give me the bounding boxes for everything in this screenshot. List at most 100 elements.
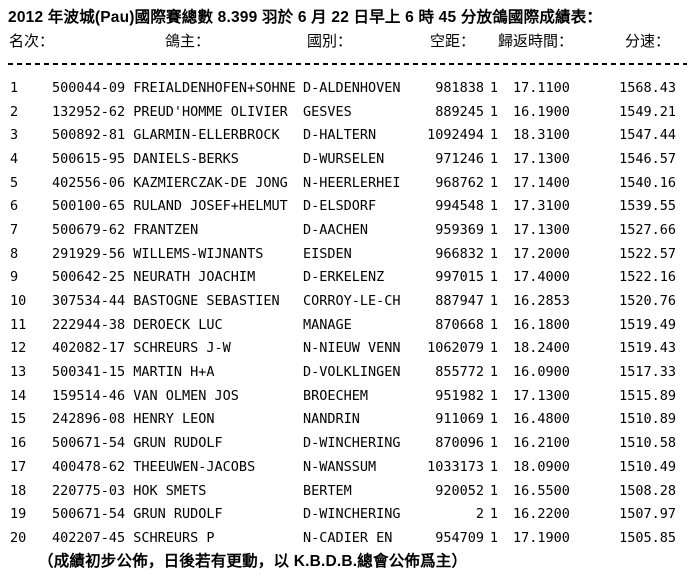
speed-cell: 1540.16	[619, 174, 676, 191]
country-cell: BERTEM	[303, 482, 352, 499]
owner-cell: 402556-06 KAZMIERCZAK-DE JONG	[52, 174, 288, 191]
rank-cell: 13	[10, 364, 27, 381]
distance-cell: 951982	[435, 387, 484, 404]
table-row: 8 291929-56 WILLEMS-WIJNANTS EISDEN 9668…	[0, 242, 691, 266]
speed-cell: 1522.57	[619, 245, 676, 262]
rank-cell: 4	[10, 150, 19, 167]
table-row: 16 500671-54 GRUN RUDOLF D-WINCHERING 87…	[0, 431, 691, 455]
rank-cell: 7	[10, 221, 19, 238]
owner-cell: 400478-62 THEEUWEN-JACOBS	[52, 458, 256, 475]
country-cell: D-WINCHERING	[303, 506, 401, 523]
speed-cell: 1515.89	[619, 387, 676, 404]
page-title: 2012 年波城(Pau)國際賽總數 8.399 羽於 6 月 22 日早上 6…	[8, 9, 603, 26]
country-cell: N-HEERLERHEI	[303, 174, 401, 191]
speed-cell: 1568.43	[619, 79, 676, 96]
distance-cell: 971246	[435, 150, 484, 167]
column-header-rank: 名次：	[9, 33, 55, 50]
count-cell: 1	[489, 435, 498, 452]
country-cell: D-ALDENHOVEN	[303, 79, 401, 96]
country-cell: N-WANSSUM	[303, 458, 377, 475]
results-rows: 1 500044-09 FREIALDENHOFEN+SOHNE D-ALDEN…	[0, 76, 691, 550]
return-time-cell: 16.5500	[513, 482, 570, 499]
owner-cell: 222944-38 DEROECK LUC	[52, 316, 223, 333]
dashed-separator	[8, 63, 687, 65]
rank-cell: 15	[10, 411, 27, 428]
table-row: 10 307534-44 BASTOGNE SEBASTIEN CORROY-L…	[0, 289, 691, 313]
return-time-cell: 18.2400	[513, 340, 570, 357]
owner-cell: 500615-95 DANIELS-BERKS	[52, 150, 239, 167]
return-time-cell: 16.1900	[513, 103, 570, 120]
distance-cell: 981838	[435, 79, 484, 96]
table-row: 2 132952-62 PREUD'HOMME OLIVIER GESVES 8…	[0, 100, 691, 124]
speed-cell: 1527.66	[619, 221, 676, 238]
table-row: 9 500642-25 NEURATH JOACHIM D-ERKELENZ 9…	[0, 266, 691, 290]
return-time-cell: 16.2853	[513, 293, 570, 310]
return-time-cell: 18.0900	[513, 458, 570, 475]
owner-cell: 500044-09 FREIALDENHOFEN+SOHNE	[52, 79, 296, 96]
country-cell: D-ERKELENZ	[303, 269, 385, 286]
speed-cell: 1517.33	[619, 364, 676, 381]
table-row: 7 500679-62 FRANTZEN D-AACHEN 959369 1 1…	[0, 218, 691, 242]
distance-cell: 870668	[435, 316, 484, 333]
return-time-cell: 17.2000	[513, 245, 570, 262]
speed-cell: 1522.16	[619, 269, 676, 286]
table-row: 19 500671-54 GRUN RUDOLF D-WINCHERING 2 …	[0, 502, 691, 526]
return-time-cell: 18.3100	[513, 127, 570, 144]
table-row: 3 500892-81 GLARMIN-ELLERBROCK D-HALTERN…	[0, 123, 691, 147]
return-time-cell: 17.1900	[513, 529, 570, 546]
speed-cell: 1510.49	[619, 458, 676, 475]
country-cell: D-WINCHERING	[303, 435, 401, 452]
rank-cell: 19	[10, 506, 27, 523]
count-cell: 1	[489, 340, 498, 357]
country-cell: N-CADIER EN	[303, 529, 393, 546]
table-row: 11 222944-38 DEROECK LUC MANAGE 870668 1…	[0, 313, 691, 337]
count-cell: 1	[489, 458, 498, 475]
owner-cell: 500892-81 GLARMIN-ELLERBROCK	[52, 127, 280, 144]
speed-cell: 1505.85	[619, 529, 676, 546]
rank-cell: 20	[10, 529, 27, 546]
speed-cell: 1546.57	[619, 150, 676, 167]
rank-cell: 17	[10, 458, 27, 475]
distance-cell: 966832	[435, 245, 484, 262]
country-cell: D-AACHEN	[303, 221, 369, 238]
owner-cell: 242896-08 HENRY LEON	[52, 411, 215, 428]
speed-cell: 1520.76	[619, 293, 676, 310]
table-row: 14 159514-46 VAN OLMEN JOS BROECHEM 9519…	[0, 384, 691, 408]
rank-cell: 3	[10, 127, 19, 144]
table-row: 5 402556-06 KAZMIERCZAK-DE JONG N-HEERLE…	[0, 171, 691, 195]
country-cell: GESVES	[303, 103, 352, 120]
table-row: 17 400478-62 THEEUWEN-JACOBS N-WANSSUM 1…	[0, 455, 691, 479]
country-cell: MANAGE	[303, 316, 352, 333]
column-header-speed: 分速：	[625, 33, 671, 50]
rank-cell: 9	[10, 269, 19, 286]
distance-cell: 968762	[435, 174, 484, 191]
country-cell: N-NIEUW VENN	[303, 340, 401, 357]
return-time-cell: 17.1100	[513, 79, 570, 96]
count-cell: 1	[489, 482, 498, 499]
distance-cell: 855772	[435, 364, 484, 381]
speed-cell: 1510.89	[619, 411, 676, 428]
rank-cell: 12	[10, 340, 27, 357]
distance-cell: 954709	[435, 529, 484, 546]
owner-cell: 500679-62 FRANTZEN	[52, 221, 199, 238]
distance-cell: 1062079	[427, 340, 484, 357]
distance-cell: 920052	[435, 482, 484, 499]
count-cell: 1	[489, 221, 498, 238]
table-row: 6 500100-65 RULAND JOSEF+HELMUT D-ELSDOR…	[0, 194, 691, 218]
country-cell: D-ELSDORF	[303, 198, 377, 215]
table-row: 18 220775-03 HOK SMETS BERTEM 920052 1 1…	[0, 479, 691, 503]
owner-cell: 402207-45 SCHREURS P	[52, 529, 215, 546]
column-header-country: 國別：	[307, 33, 353, 50]
owner-cell: 402082-17 SCHREURS J-W	[52, 340, 231, 357]
speed-cell: 1549.21	[619, 103, 676, 120]
distance-cell: 1092494	[427, 127, 484, 144]
owner-cell: 500100-65 RULAND JOSEF+HELMUT	[52, 198, 288, 215]
owner-cell: 159514-46 VAN OLMEN JOS	[52, 387, 239, 404]
distance-cell: 887947	[435, 293, 484, 310]
distance-cell: 911069	[435, 411, 484, 428]
count-cell: 1	[489, 245, 498, 262]
country-cell: EISDEN	[303, 245, 352, 262]
country-cell: CORROY-LE-CH	[303, 293, 401, 310]
owner-cell: 291929-56 WILLEMS-WIJNANTS	[52, 245, 264, 262]
